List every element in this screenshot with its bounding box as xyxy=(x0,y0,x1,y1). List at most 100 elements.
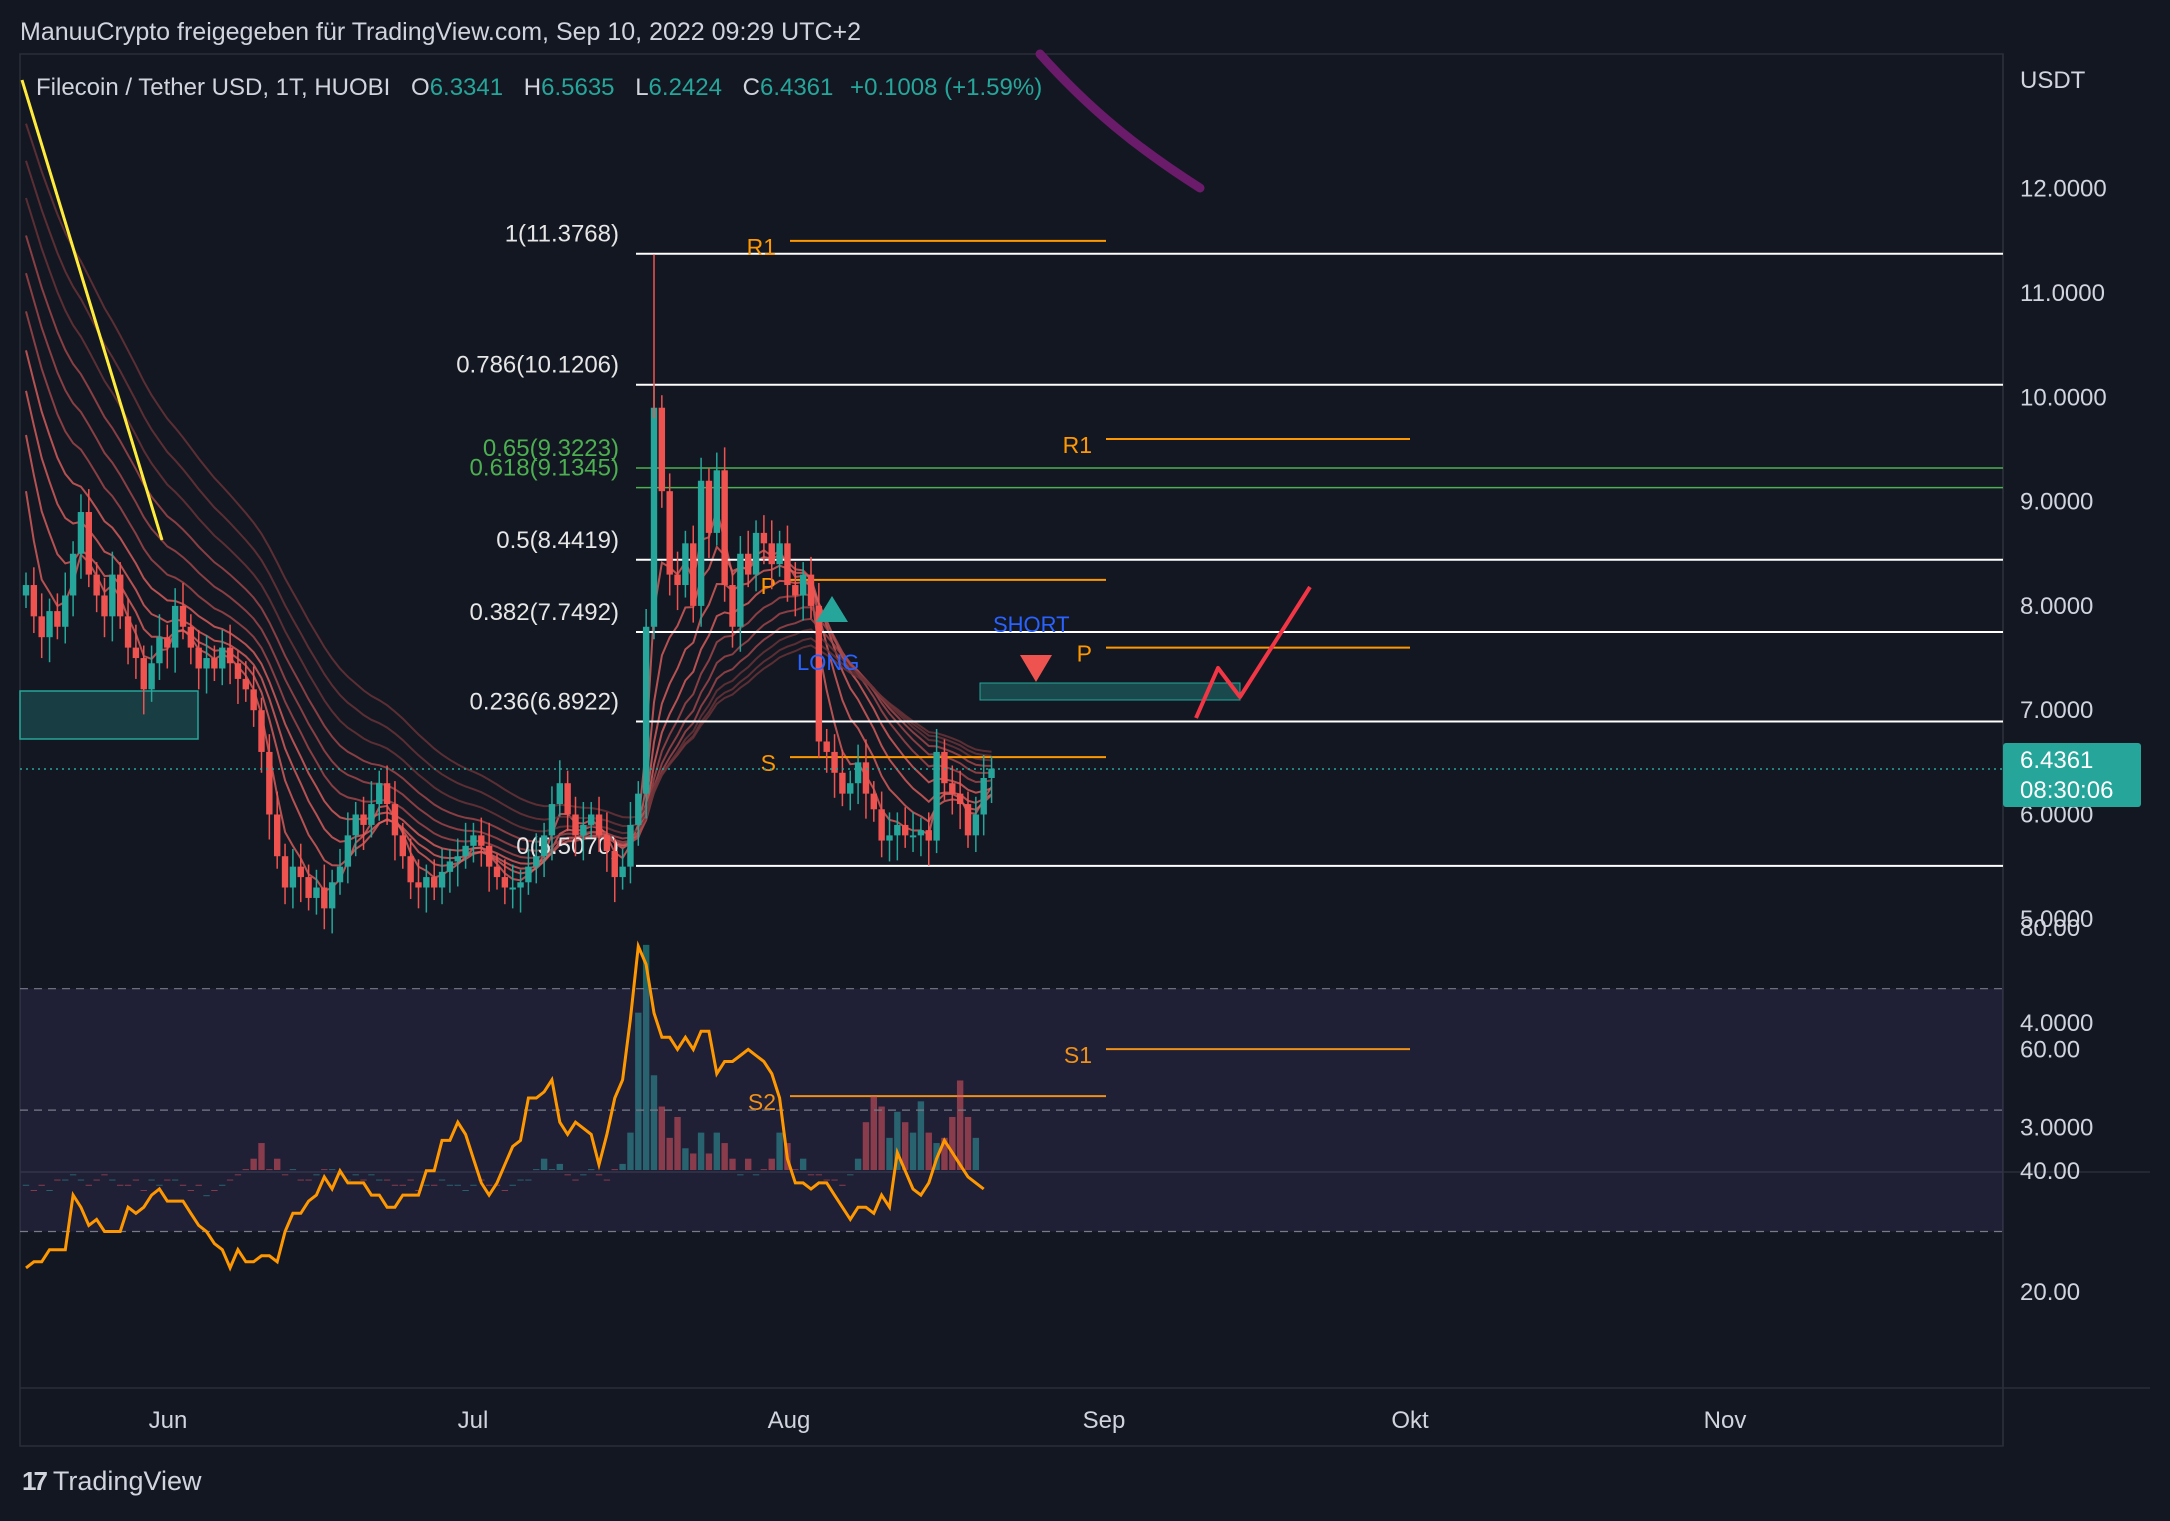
candle-body xyxy=(140,658,147,690)
volume-bar xyxy=(949,1116,956,1170)
candle-body xyxy=(815,605,823,742)
candle-body xyxy=(690,543,697,606)
volume-bar xyxy=(941,1137,948,1170)
volume-bar xyxy=(399,1184,406,1186)
fib-level-label: 0.618(9.1345) xyxy=(470,455,619,482)
volume-bar xyxy=(454,1184,461,1186)
volume-bar xyxy=(909,1132,917,1170)
volume-bar xyxy=(792,1169,799,1171)
candle-body xyxy=(321,887,328,909)
volume-bar xyxy=(760,1169,768,1171)
volume-bar xyxy=(344,1179,352,1181)
supply-zone xyxy=(979,682,1241,701)
candle-body xyxy=(823,741,830,752)
candle-body xyxy=(328,882,336,909)
candle-body xyxy=(297,866,304,878)
volume-bar xyxy=(438,1179,446,1181)
candle-body xyxy=(156,637,163,664)
candle-body xyxy=(697,480,705,606)
candle-body xyxy=(658,407,666,492)
volume-bar xyxy=(799,1158,807,1170)
candle-body xyxy=(493,866,501,878)
volume-bar xyxy=(745,1158,752,1170)
long-signal-label: LONG xyxy=(797,650,859,675)
volume-bar xyxy=(595,1174,603,1176)
volume-bar xyxy=(446,1184,454,1186)
candle-body xyxy=(187,626,195,648)
candle-body xyxy=(195,647,202,669)
volume-bar xyxy=(658,1106,666,1170)
candle-body xyxy=(949,783,956,794)
price-axis-tick: 4.0000 xyxy=(2020,1010,2093,1037)
candle-body xyxy=(595,814,603,836)
candle-body xyxy=(360,814,367,825)
candle-body xyxy=(564,783,571,815)
open-value: 6.3341 xyxy=(429,74,504,101)
short-signal-arrow xyxy=(1020,655,1052,682)
rsi-axis-tick: 60.00 xyxy=(2020,1036,2080,1063)
volume-bar xyxy=(917,1101,925,1170)
candle-body xyxy=(650,407,658,627)
volume-bar xyxy=(470,1184,477,1186)
candle-body xyxy=(485,845,493,867)
candle-body xyxy=(603,835,611,852)
volume-bar xyxy=(69,1174,77,1176)
fib-level-label: 0(5.5070) xyxy=(516,833,619,860)
volume-bar xyxy=(258,1143,265,1170)
candle-body xyxy=(399,835,406,857)
projection-path xyxy=(1194,585,1312,719)
symbol-legend[interactable]: Filecoin / Tether USD, 1T, HUOBI O6.3341… xyxy=(36,74,1042,102)
time-axis-label: Aug xyxy=(768,1407,811,1434)
tradingview-logo-icon: 17 xyxy=(22,1466,48,1496)
volume-bar xyxy=(635,1012,642,1170)
volume-bar xyxy=(611,1169,618,1171)
volume-bar xyxy=(501,1189,509,1191)
symbol-name: Filecoin / Tether USD, 1T, HUOBI xyxy=(36,74,391,101)
candle-body xyxy=(784,543,791,586)
candle-body xyxy=(721,470,728,586)
candle-body xyxy=(752,532,760,575)
candle-body xyxy=(807,574,815,606)
short-signal-label: SHORT xyxy=(993,612,1070,637)
candle-body xyxy=(501,877,509,888)
pivot-label: S1 xyxy=(1064,1042,1092,1068)
volume-bar xyxy=(776,1132,783,1170)
volume-bar xyxy=(140,1189,147,1191)
candle-body xyxy=(642,626,650,794)
candle-body xyxy=(478,835,485,846)
candle-body xyxy=(886,835,893,841)
candle-body xyxy=(85,512,92,575)
candle-body xyxy=(572,814,579,836)
ema-ribbon-line xyxy=(25,123,992,819)
pivot-label: S2 xyxy=(748,1089,776,1115)
volume-bar xyxy=(768,1158,775,1170)
candle-body xyxy=(407,856,414,883)
candle-body xyxy=(768,543,775,565)
candle-body xyxy=(933,751,940,841)
high-value: 6.5635 xyxy=(541,74,615,101)
volume-bar xyxy=(831,1179,838,1181)
candle-body xyxy=(588,814,595,825)
price-axis-tick: 8.0000 xyxy=(2020,593,2093,620)
ema-ribbon-line xyxy=(25,272,992,852)
time-axis-label: Sep xyxy=(1083,1407,1126,1434)
candle-body xyxy=(93,574,100,596)
tradingview-logo[interactable]: 17 TradingView xyxy=(22,1466,202,1497)
volume-bar xyxy=(22,1184,30,1186)
volume-bar xyxy=(533,1169,540,1171)
candle-body xyxy=(894,824,901,836)
volume-bar xyxy=(179,1184,187,1186)
candle-body xyxy=(682,543,689,586)
candle-body xyxy=(124,616,132,648)
time-axis-label: Jul xyxy=(458,1407,489,1434)
candle-body xyxy=(847,783,854,794)
candle-body xyxy=(336,866,344,883)
volume-bar xyxy=(281,1174,289,1176)
candle-body xyxy=(666,491,673,575)
candle-body xyxy=(203,658,210,669)
candle-body xyxy=(242,678,249,690)
candle-body xyxy=(635,793,642,825)
volume-bar xyxy=(462,1189,469,1191)
volume-bar xyxy=(509,1184,516,1186)
